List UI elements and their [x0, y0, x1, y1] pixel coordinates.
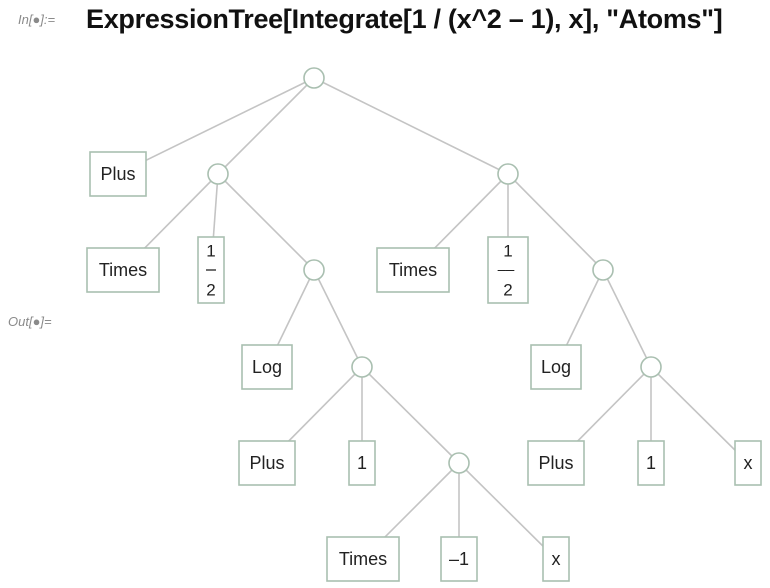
- leaf-label-one_left: 1: [357, 453, 367, 473]
- input-label: In[●]:=: [18, 12, 56, 27]
- fraction-numerator: 1: [503, 242, 512, 261]
- leaf-box: [440, 536, 478, 582]
- fraction-bar-minus: ––: [498, 262, 515, 279]
- tree-internal-node-n4: [592, 259, 614, 281]
- tree-leaf-log_right: [530, 344, 582, 390]
- leaf-label-x_right: x: [744, 453, 753, 473]
- leaf-box: [542, 536, 570, 582]
- tree-edge: [458, 462, 557, 560]
- tree-edge: [650, 366, 749, 464]
- tree-edge: [117, 77, 315, 175]
- tree-edge: [313, 269, 363, 368]
- leaf-box: [86, 247, 160, 293]
- tree-leaf-one_right: [637, 440, 665, 486]
- leaf-box: [89, 151, 147, 197]
- tree-internal-node-n7: [448, 452, 470, 474]
- leaf-label-log_right: Log: [541, 357, 571, 377]
- input-expression[interactable]: ExpressionTree[Integrate[1 / (x^2 – 1), …: [86, 4, 723, 34]
- tree-leaf-x_right: [734, 440, 762, 486]
- leaf-box: [241, 344, 293, 390]
- tree-leaf-x_bottom: [542, 536, 570, 582]
- tree-internal-node-n2: [497, 163, 519, 185]
- tree-leaf-times_left: [86, 247, 160, 293]
- output-label: Out[●]=: [8, 314, 52, 329]
- tree-leaf-log_left: [241, 344, 293, 390]
- leaf-label-times_right: Times: [389, 260, 437, 280]
- tree-edge: [313, 77, 509, 175]
- fraction-denominator: 2: [206, 281, 215, 300]
- leaf-box: [326, 536, 400, 582]
- leaf-box: [734, 440, 762, 486]
- tree-edge: [217, 77, 315, 175]
- tree-edges: [117, 77, 749, 560]
- tree-edge: [361, 366, 460, 464]
- fraction-denominator: 2: [503, 281, 512, 300]
- leaf-box: [348, 440, 376, 486]
- tree-edge: [217, 173, 315, 271]
- tree-leaf-plus_left: [238, 440, 296, 486]
- tree-leaf-one_left: [348, 440, 376, 486]
- tree-internal-node-n6: [640, 356, 662, 378]
- tree-internal-node-root: [303, 67, 325, 89]
- tree-leaf-times_bottom: [326, 536, 400, 582]
- leaf-label-times_left: Times: [99, 260, 147, 280]
- tree-internal-node-n1: [207, 163, 229, 185]
- leaf-label-log_left: Log: [252, 357, 282, 377]
- leaf-label-plus_right: Plus: [538, 453, 573, 473]
- leaf-label-minus_one: –1: [449, 549, 469, 569]
- tree-internal-node-n5: [351, 356, 373, 378]
- tree-edge: [507, 173, 604, 271]
- leaf-box: [637, 440, 665, 486]
- leaf-label-x_bottom: x: [552, 549, 561, 569]
- tree-leaf-minus_one: [440, 536, 478, 582]
- tree-leaf-times_right: [376, 247, 450, 293]
- leaf-label-one_right: 1: [646, 453, 656, 473]
- leaf-label-plus_root: Plus: [100, 164, 135, 184]
- tree-internal-node-n3: [303, 259, 325, 281]
- leaf-box: [530, 344, 582, 390]
- fraction-numerator: 1: [206, 242, 215, 261]
- tree-edge: [602, 269, 652, 368]
- tree-leaf-plus_root: [89, 151, 147, 197]
- leaf-box: [376, 247, 450, 293]
- leaf-label-times_bottom: Times: [339, 549, 387, 569]
- leaf-box: [238, 440, 296, 486]
- tree-leaf-neg_half: [487, 236, 529, 304]
- leaf-box: [487, 236, 529, 304]
- tree-leaf-plus_right: [527, 440, 585, 486]
- leaf-box: [527, 440, 585, 486]
- leaf-label-plus_left: Plus: [249, 453, 284, 473]
